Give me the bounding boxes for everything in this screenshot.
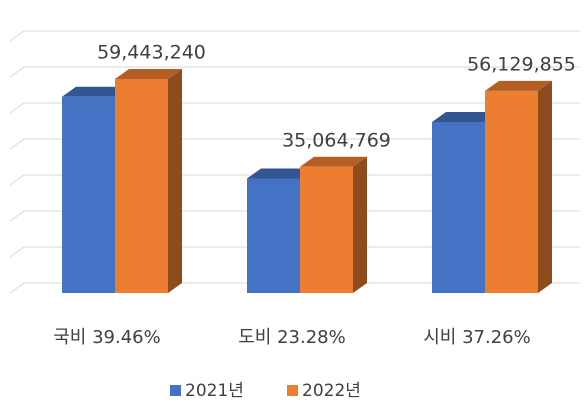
bar-top [247,168,314,179]
legend-swatch [287,385,298,396]
legend-label: 2022년 [302,381,361,401]
grid-line [9,246,580,258]
bar-top [115,69,182,80]
bar-top [62,86,129,97]
legend-swatch [170,385,181,396]
bar-top [432,112,499,122]
bar-top [485,80,552,91]
bar [485,80,552,293]
bar-front [432,122,485,293]
bar-side [168,69,182,293]
data-label: 56,129,855 [467,53,576,75]
bar [115,69,182,293]
bar-top [300,156,367,167]
bar-front [485,90,538,293]
bar-front [115,79,168,293]
grid-line [9,138,580,150]
legend-label: 2021년 [185,381,244,401]
x-tick-label: 도비 23.28% [238,327,345,348]
bar-side [353,156,367,293]
grid-line [9,174,580,186]
bar-front [247,178,300,293]
bar-side [538,80,552,293]
grid-line [9,102,580,114]
bar [300,156,367,293]
data-label: 35,064,769 [282,129,391,151]
bar-front [300,166,353,293]
grid-line [9,30,580,42]
x-tick-label: 국비 39.46% [53,327,160,348]
bar-front [62,96,115,293]
grid-line [9,282,580,294]
data-label: 59,443,240 [97,42,206,64]
grid-line [9,66,580,78]
grid-line [9,210,580,222]
x-tick-label: 시비 37.26% [423,327,530,348]
